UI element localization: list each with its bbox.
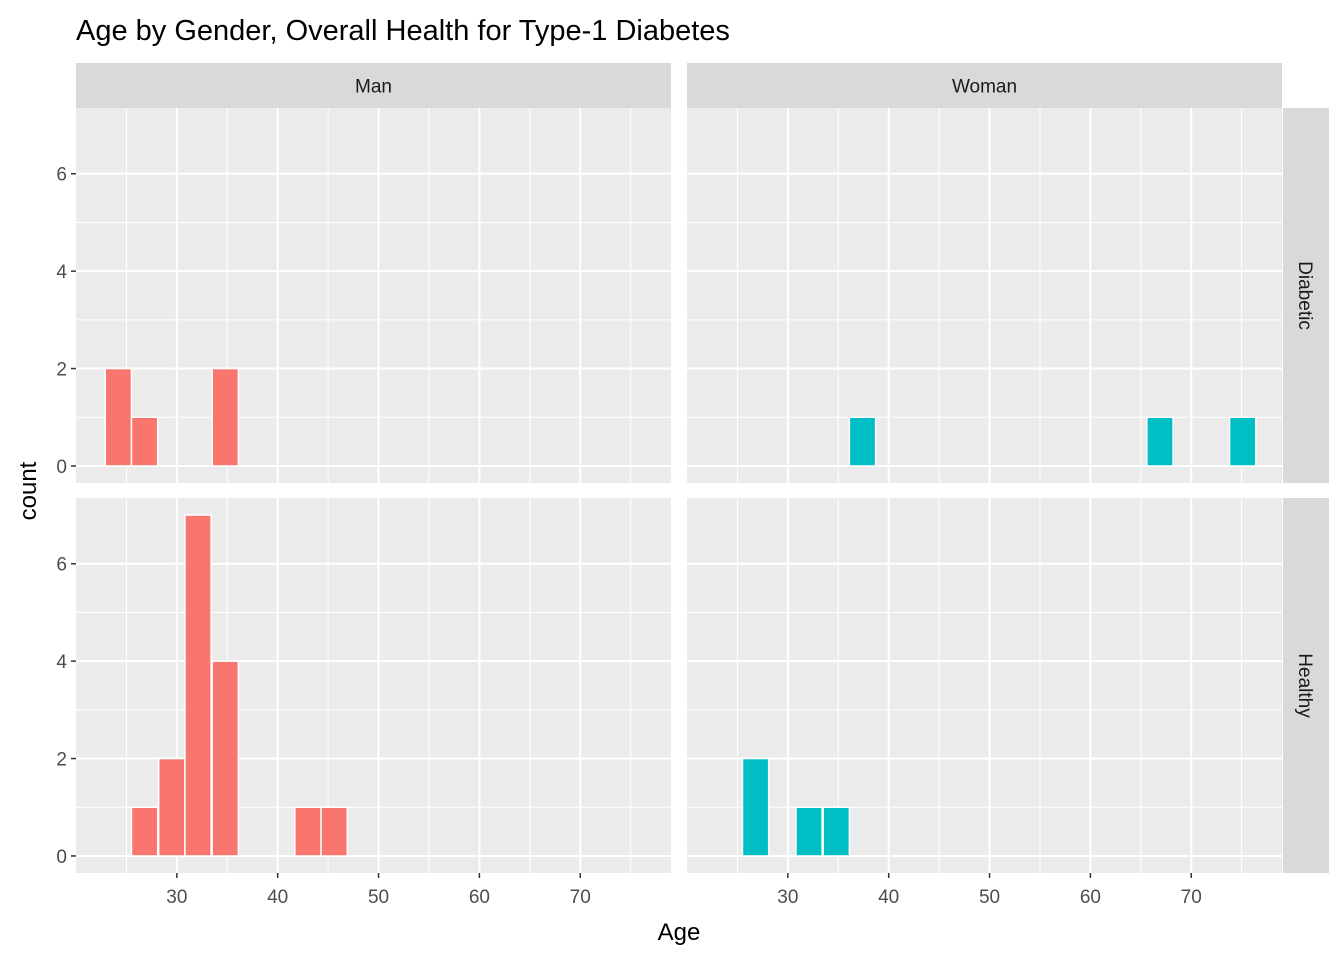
x-tick-label: 30: [166, 887, 187, 908]
panel-background: [687, 108, 1282, 483]
strip-background: [1283, 498, 1329, 873]
y-axis-title: count: [15, 461, 42, 520]
y-tick-label: 4: [56, 262, 67, 283]
strip-background: [687, 63, 1282, 108]
facet-label-man: Man: [355, 77, 392, 98]
histogram-bar: [184, 514, 212, 857]
x-tick-label: 40: [267, 887, 288, 908]
y-tick-label: 0: [56, 847, 67, 868]
strip-background: [76, 63, 671, 108]
histogram-bar: [211, 367, 240, 467]
histogram-bar: [320, 806, 349, 857]
x-tick-label: 60: [1080, 887, 1101, 908]
y-tick-label: 0: [56, 457, 67, 478]
panel-background: [76, 108, 671, 483]
histogram-bar: [822, 806, 851, 857]
y-tick-label: 4: [56, 652, 67, 673]
histogram-bar: [795, 806, 823, 857]
x-tick-label: 50: [979, 887, 1000, 908]
x-tick-label: 30: [777, 887, 798, 908]
histogram-bar: [848, 416, 877, 467]
y-tick-label: 6: [56, 555, 67, 576]
histogram-bar: [1228, 416, 1257, 467]
histogram-bar: [1146, 416, 1174, 467]
histogram-bar: [130, 416, 159, 467]
panel-background: [687, 498, 1282, 873]
y-tick-label: 2: [56, 360, 67, 381]
x-tick-label: 50: [368, 887, 389, 908]
histogram-bar: [294, 806, 322, 857]
histogram-bar: [104, 367, 133, 467]
panel-man-diabetic: [76, 108, 671, 483]
histogram-bar: [211, 660, 240, 857]
strip-background: [1283, 108, 1329, 483]
facet-strips: Man Woman Diabetic Healthy: [76, 63, 1329, 873]
x-tick-label: 40: [878, 887, 899, 908]
y-tick-label: 2: [56, 750, 67, 771]
x-tick-label: 70: [1181, 887, 1202, 908]
x-tick-label: 60: [469, 887, 490, 908]
panel-woman-diabetic: [687, 108, 1282, 483]
facet-label-woman: Woman: [952, 77, 1017, 98]
facet-label-healthy: Healthy: [1294, 653, 1315, 718]
facet-panels: [76, 108, 1282, 873]
chart-title: Age by Gender, Overall Health for Type-1…: [76, 15, 730, 47]
panel-man-healthy: [76, 498, 671, 873]
facet-label-diabetic: Diabetic: [1294, 261, 1315, 330]
x-tick-label: 70: [570, 887, 591, 908]
y-tick-label: 6: [56, 165, 67, 186]
panel-woman-healthy: [687, 498, 1282, 873]
histogram-bar: [157, 757, 186, 857]
x-axis-title: Age: [658, 919, 701, 946]
histogram-bar: [130, 806, 159, 857]
histogram-bar: [741, 757, 770, 857]
